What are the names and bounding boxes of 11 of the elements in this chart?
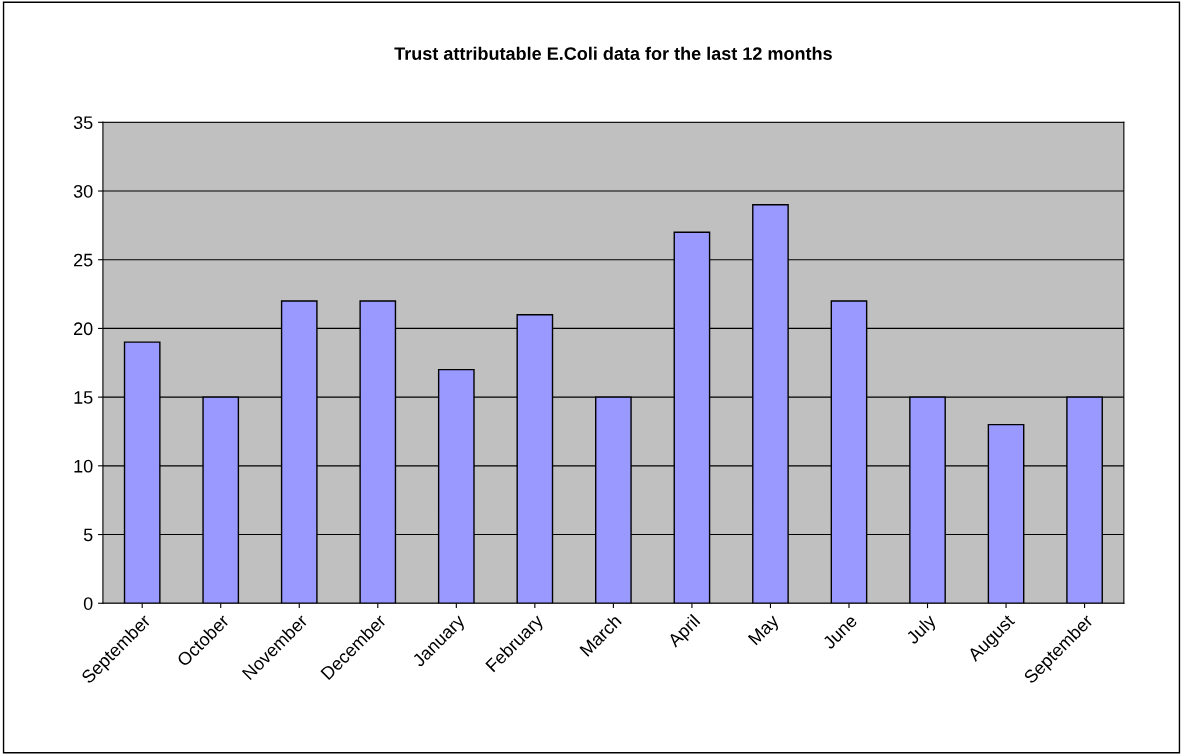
y-tick-label: 25: [74, 253, 93, 267]
chart-title: Trust attributable E.Coli data for the last 12 months: [394, 46, 832, 60]
x-tick-label: July: [905, 612, 940, 648]
x-tick-label: May: [747, 613, 783, 648]
y-tick-label: 30: [73, 184, 93, 198]
y-tick-label: 15: [74, 391, 93, 404]
y-tick-label: 5: [83, 528, 93, 542]
y-tick-label: 0: [83, 597, 93, 610]
y-tick-label: 35: [73, 116, 93, 130]
y-tick-label: 20: [74, 322, 93, 336]
y-tick-label: 10: [74, 459, 93, 473]
